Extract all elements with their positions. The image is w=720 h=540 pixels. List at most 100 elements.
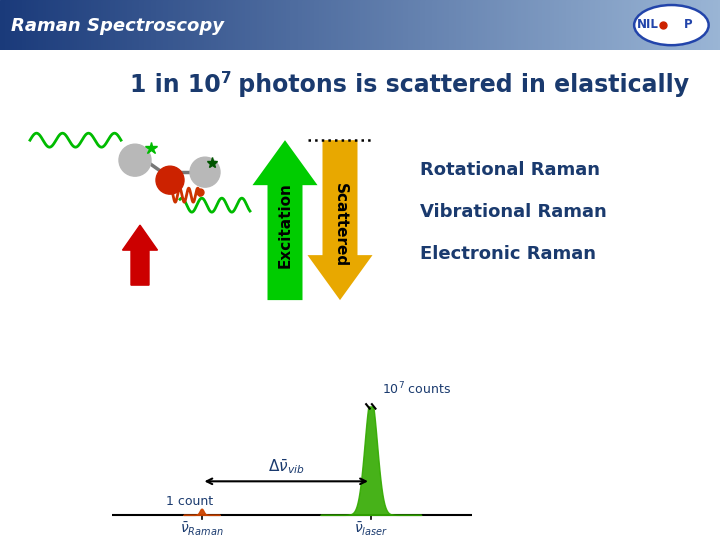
Bar xyxy=(549,0,553,50)
Bar xyxy=(477,0,481,50)
Bar xyxy=(523,0,526,50)
Text: Rotational Raman: Rotational Raman xyxy=(420,161,600,179)
Bar xyxy=(456,0,459,50)
Bar xyxy=(189,0,193,50)
Bar xyxy=(617,0,620,50)
Bar xyxy=(38,0,42,50)
Bar xyxy=(619,0,622,50)
Bar xyxy=(113,0,116,50)
Bar xyxy=(218,0,222,50)
Bar xyxy=(209,0,212,50)
Bar xyxy=(84,0,87,50)
Bar xyxy=(513,0,517,50)
Bar xyxy=(387,0,390,50)
Bar xyxy=(101,0,104,50)
Bar xyxy=(711,0,714,50)
Bar xyxy=(605,0,608,50)
Bar xyxy=(567,0,570,50)
Bar xyxy=(369,0,373,50)
Bar xyxy=(14,0,17,50)
Bar xyxy=(629,0,632,50)
Bar xyxy=(713,0,716,50)
Bar xyxy=(653,0,656,50)
FancyArrow shape xyxy=(122,225,158,285)
Bar xyxy=(276,0,279,50)
Bar xyxy=(9,0,13,50)
Bar xyxy=(490,0,492,50)
Bar xyxy=(156,0,159,50)
Bar xyxy=(362,0,366,50)
Bar xyxy=(204,0,207,50)
Bar xyxy=(319,0,323,50)
Bar xyxy=(235,0,238,50)
Text: 1 in 10: 1 in 10 xyxy=(130,73,221,97)
Bar xyxy=(432,0,435,50)
Bar xyxy=(168,0,171,50)
Bar xyxy=(274,0,276,50)
Bar xyxy=(470,0,474,50)
Bar xyxy=(137,0,140,50)
Bar xyxy=(672,0,675,50)
Bar xyxy=(297,0,301,50)
Bar xyxy=(667,0,670,50)
Bar xyxy=(192,0,195,50)
Bar xyxy=(425,0,428,50)
Text: $\bar{\nu}_{laser}$: $\bar{\nu}_{laser}$ xyxy=(354,521,388,538)
Bar xyxy=(593,0,596,50)
Bar xyxy=(173,0,176,50)
Bar xyxy=(257,0,260,50)
Bar xyxy=(639,0,642,50)
Bar xyxy=(583,0,586,50)
Bar xyxy=(564,0,567,50)
Bar xyxy=(77,0,80,50)
Ellipse shape xyxy=(634,5,708,45)
Bar xyxy=(665,0,668,50)
Bar xyxy=(161,0,164,50)
Bar xyxy=(81,0,85,50)
Bar xyxy=(504,0,507,50)
Text: photons is scattered in elastically: photons is scattered in elastically xyxy=(230,73,689,97)
Bar xyxy=(7,0,10,50)
Bar xyxy=(538,0,541,50)
Bar xyxy=(449,0,452,50)
Bar xyxy=(22,0,24,50)
Bar xyxy=(17,0,20,50)
Bar xyxy=(50,0,53,50)
Bar xyxy=(43,0,46,50)
Bar xyxy=(264,0,267,50)
Bar xyxy=(569,0,572,50)
Bar xyxy=(675,0,678,50)
Bar xyxy=(0,0,3,50)
Bar xyxy=(79,0,82,50)
Bar xyxy=(36,0,39,50)
Bar xyxy=(60,0,63,50)
Bar xyxy=(708,0,711,50)
Bar xyxy=(631,0,634,50)
Text: Vibrational Raman: Vibrational Raman xyxy=(420,203,607,221)
Bar xyxy=(302,0,305,50)
Bar xyxy=(698,0,701,50)
Bar xyxy=(259,0,262,50)
Bar xyxy=(706,0,708,50)
Bar xyxy=(468,0,471,50)
Bar xyxy=(461,0,464,50)
Bar xyxy=(518,0,521,50)
Bar xyxy=(670,0,672,50)
Bar xyxy=(290,0,294,50)
Bar xyxy=(180,0,183,50)
Bar xyxy=(230,0,233,50)
Bar xyxy=(117,0,121,50)
Bar xyxy=(281,0,284,50)
Bar xyxy=(418,0,420,50)
Bar xyxy=(701,0,704,50)
Bar xyxy=(228,0,231,50)
Bar xyxy=(333,0,337,50)
Bar xyxy=(94,0,96,50)
Bar xyxy=(610,0,613,50)
Bar xyxy=(554,0,557,50)
Text: P: P xyxy=(684,18,693,31)
Bar xyxy=(499,0,503,50)
Bar xyxy=(163,0,166,50)
Bar xyxy=(72,0,75,50)
Bar xyxy=(223,0,226,50)
